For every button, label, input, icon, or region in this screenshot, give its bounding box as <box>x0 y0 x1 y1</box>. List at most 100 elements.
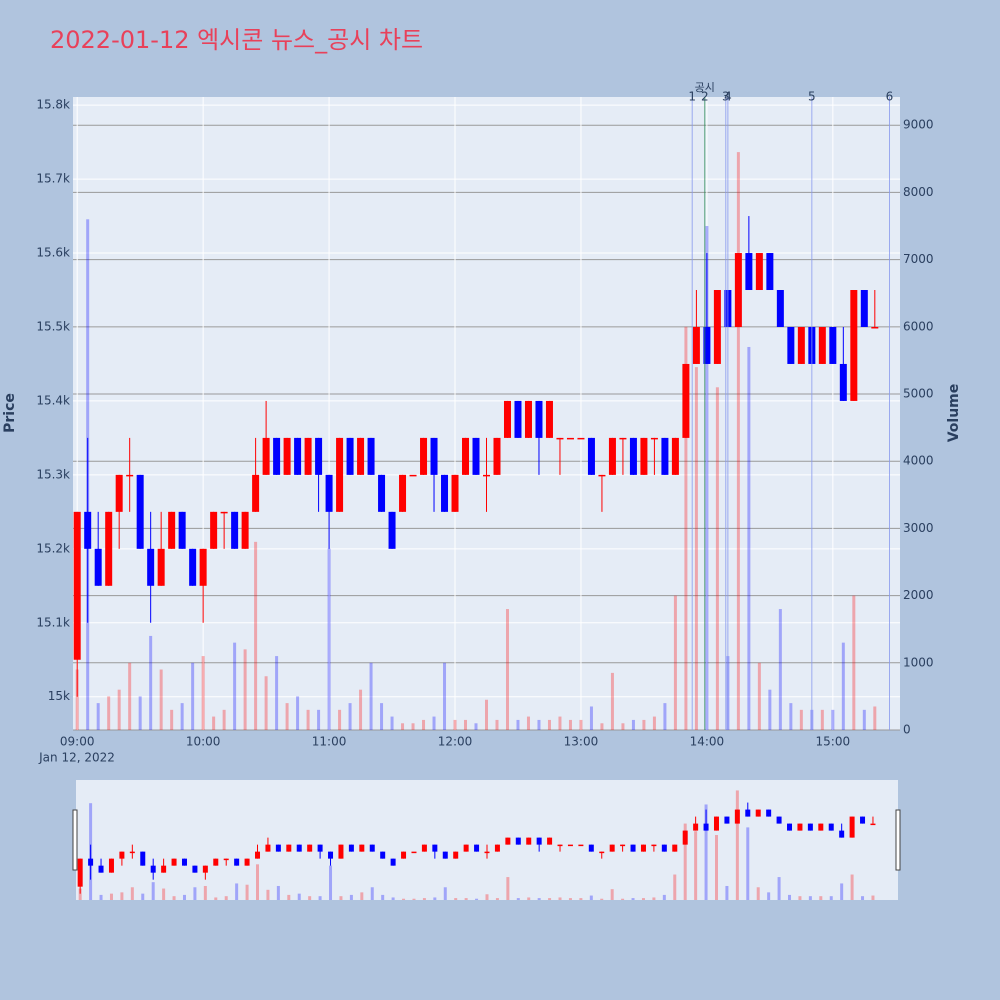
volume-bar <box>141 893 145 900</box>
candle-body <box>115 474 123 512</box>
volume-bar <box>589 895 593 900</box>
candle-body <box>168 511 176 549</box>
candle-body <box>286 844 292 852</box>
candle-body <box>484 851 490 854</box>
candle-body <box>390 858 396 866</box>
volume-bar <box>621 898 625 900</box>
x-date-label: Jan 12, 2022 <box>38 751 115 765</box>
candle-body <box>745 253 753 291</box>
candle-body <box>535 400 543 438</box>
volume-bar <box>694 831 698 900</box>
candle-body <box>818 823 824 831</box>
plot-area <box>73 97 900 730</box>
volume-bar <box>757 662 761 730</box>
candle-body <box>474 844 480 852</box>
y-tick-label: 15.4k <box>36 393 70 407</box>
candle-body <box>776 816 782 824</box>
volume-bar <box>704 804 708 900</box>
volume-bar <box>579 719 583 730</box>
candle-body <box>483 474 490 477</box>
volume-bar <box>120 892 124 900</box>
candle-body <box>608 437 616 475</box>
candle-body <box>294 437 302 475</box>
volume-bar <box>798 896 802 900</box>
volume-bar <box>339 896 343 900</box>
candle-body <box>73 511 81 660</box>
volume-bar <box>652 716 656 730</box>
candle-body <box>640 437 648 475</box>
volume-bar <box>256 864 260 900</box>
volume-bar <box>443 662 447 730</box>
x-tick-label: 09:00 <box>60 735 95 749</box>
volume-bar <box>495 719 499 730</box>
candle-body <box>620 844 626 847</box>
volume-bar <box>201 656 205 730</box>
candle-body <box>338 844 344 859</box>
volume-bar <box>318 896 322 900</box>
volume-bar <box>683 823 687 900</box>
candle-body <box>129 851 135 854</box>
volume-bar <box>747 346 751 730</box>
candle-body <box>630 844 636 852</box>
volume-bar <box>128 662 132 730</box>
volume-bar <box>391 897 395 900</box>
volume-bar <box>381 894 385 900</box>
volume-bar <box>799 709 803 730</box>
event-annotation: 공시 <box>695 81 715 94</box>
candle-body <box>849 816 855 838</box>
candle-body <box>357 437 365 475</box>
y-tick-label: 15.7k <box>36 172 70 186</box>
volume-bar <box>233 642 237 730</box>
volume-bar <box>266 889 270 900</box>
volume-bar <box>191 662 195 730</box>
volume-bar <box>610 672 614 730</box>
volume-bar <box>78 888 82 900</box>
volume-bar <box>245 884 249 900</box>
volume-bar <box>662 894 666 900</box>
candle-body <box>505 837 511 845</box>
x-tick-label: 11:00 <box>312 735 347 749</box>
volume-bar <box>254 541 258 730</box>
candle-body <box>442 851 448 859</box>
slider-handle[interactable] <box>895 809 901 871</box>
candle-body <box>150 865 156 873</box>
candle-body <box>388 511 396 549</box>
event-label: 2 <box>701 90 709 104</box>
candle-body <box>870 823 876 826</box>
candle-body <box>463 844 469 852</box>
volume-bar <box>558 716 562 730</box>
candle-body <box>283 437 291 475</box>
range-slider[interactable] <box>76 780 898 900</box>
candle-body <box>136 474 144 549</box>
slider-handle[interactable] <box>72 809 78 871</box>
volume-bar <box>432 716 436 730</box>
candle-body <box>304 437 312 475</box>
candle-body <box>536 837 542 845</box>
volume-bar <box>485 894 489 900</box>
volume-bar <box>360 892 364 900</box>
y2-tick-label: 3000 <box>903 521 934 535</box>
volume-bar <box>224 896 228 900</box>
volume-bar <box>433 897 437 900</box>
volume-bar <box>537 898 541 900</box>
candle-body <box>399 474 407 512</box>
volume-bar <box>475 898 479 900</box>
candle-body <box>839 363 847 401</box>
volume-bar <box>117 689 121 730</box>
volume-bar <box>850 874 854 900</box>
candle-body <box>671 437 679 475</box>
volume-bar <box>642 719 646 730</box>
candle-body <box>839 830 845 838</box>
volume-bar <box>527 897 531 900</box>
candle-body <box>367 437 375 475</box>
volume-bar <box>673 874 677 900</box>
candle-body <box>451 474 459 512</box>
candle-body <box>599 851 605 854</box>
candle-body <box>202 865 208 873</box>
candle-body <box>797 326 805 364</box>
volume-bar <box>296 696 300 730</box>
candle-body <box>682 363 690 438</box>
candle-body <box>199 548 207 586</box>
volume-bar <box>831 709 835 730</box>
candle-body <box>255 851 261 859</box>
